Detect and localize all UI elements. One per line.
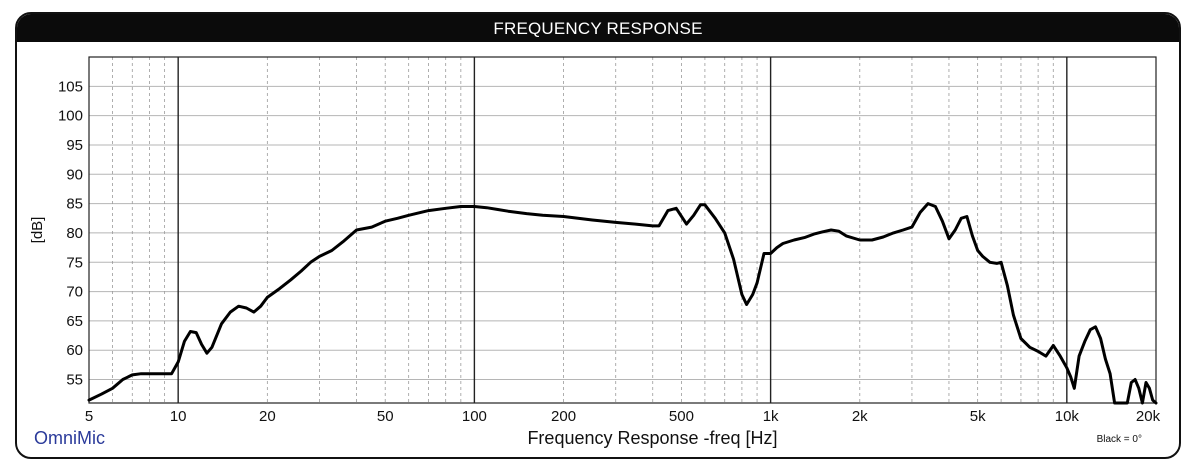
brand-logo-text: OmniMic [34, 428, 105, 448]
y-tick-label: 60 [66, 342, 83, 359]
x-tick-label: 100 [462, 408, 487, 425]
y-tick-label: 105 [58, 78, 83, 95]
x-tick-label: 1k [763, 408, 779, 425]
x-tick-label: 200 [551, 408, 576, 425]
x-tick-label: 10k [1055, 408, 1080, 425]
y-tick-label: 100 [58, 108, 83, 125]
y-tick-label: 85 [66, 196, 83, 213]
y-tick-label: 90 [66, 166, 83, 183]
y-tick-label: 75 [66, 254, 83, 271]
y-tick-label: 80 [66, 225, 83, 242]
y-tick-labels: 55 60 65 70 75 80 85 90 95 100 105 [58, 78, 83, 388]
series-line [87, 202, 1158, 405]
chart-title: FREQUENCY RESPONSE [17, 14, 1179, 42]
x-tick-label: 10 [170, 408, 187, 425]
x-axis-label: Frequency Response -freq [Hz] [527, 428, 777, 448]
y-tick-label: 95 [66, 137, 83, 154]
x-tick-label: 5k [970, 408, 986, 425]
legend-note: Black = 0° [1097, 434, 1142, 445]
x-tick-label: 20 [259, 408, 276, 425]
plot-area-border [88, 56, 1157, 404]
x-tick-label: 50 [377, 408, 394, 425]
x-tick-label: 500 [669, 408, 694, 425]
x-tick-label: 5 [85, 408, 93, 425]
x-tick-label: 2k [852, 408, 868, 425]
x-tick-labels: 5 10 20 50 100 200 500 1k 2k 5k 10k 20k [85, 408, 1161, 425]
y-tick-label: 70 [66, 284, 83, 301]
y-axis-label: [dB] [29, 217, 46, 244]
x-tick-label: 20k [1136, 408, 1161, 425]
y-tick-label: 65 [66, 313, 83, 330]
y-tick-label: 55 [66, 372, 83, 389]
grid [88, 57, 1157, 403]
